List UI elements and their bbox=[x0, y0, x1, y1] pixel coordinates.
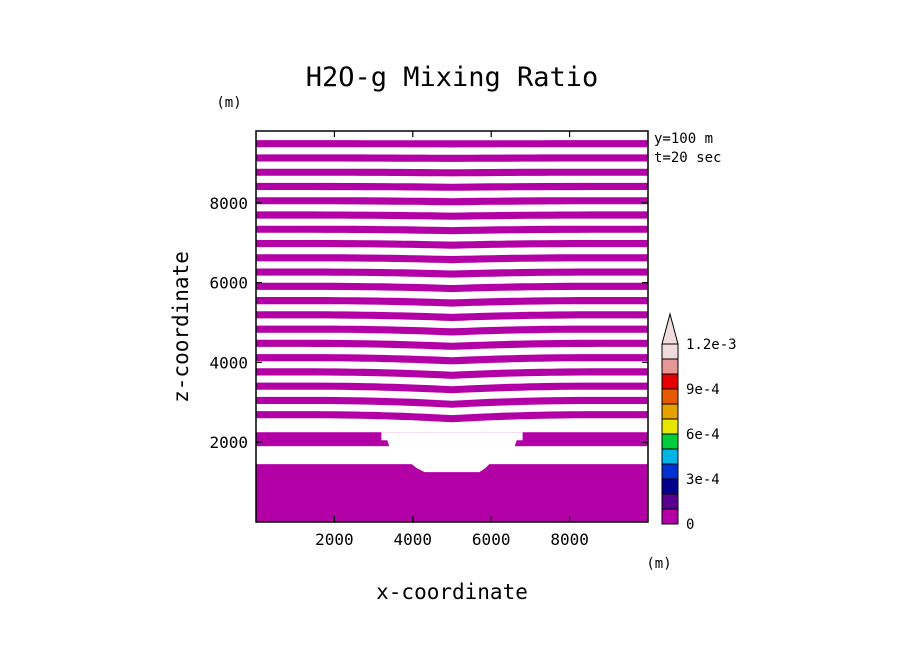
x-tick-label: 2000 bbox=[315, 530, 354, 549]
contour-band bbox=[256, 396, 648, 408]
plume-cutout bbox=[381, 432, 523, 473]
contour-band bbox=[256, 368, 648, 379]
plot-area bbox=[256, 140, 648, 522]
colorbar-swatch bbox=[661, 463, 679, 480]
axis-ticks: 2000 4000 6000 8000 2000 4000 6000 8000 bbox=[209, 131, 648, 549]
contour-band bbox=[256, 168, 648, 177]
colorbar-label: 0 bbox=[686, 517, 694, 533]
colorbar-label: 6e-4 bbox=[686, 427, 720, 443]
y-unit-label: (m) bbox=[216, 95, 241, 111]
colorbar: 0 3e-4 6e-4 9e-4 1.2e-3 bbox=[661, 312, 737, 533]
contour-band bbox=[256, 411, 648, 423]
colorbar-swatch bbox=[661, 433, 679, 450]
x-tick-label: 6000 bbox=[472, 530, 511, 549]
contour-band bbox=[256, 325, 648, 336]
y-tick-label: 6000 bbox=[209, 274, 248, 293]
colorbar-swatch bbox=[661, 478, 679, 495]
colorbar-overflow-arrow bbox=[661, 312, 679, 345]
colorbar-swatch bbox=[661, 373, 679, 390]
contour-band bbox=[256, 339, 648, 350]
contour-band bbox=[256, 311, 648, 321]
y-tick-label: 8000 bbox=[209, 194, 248, 213]
annotation-t: t=20 sec bbox=[654, 150, 721, 166]
colorbar-label: 3e-4 bbox=[686, 472, 720, 488]
contour-band bbox=[256, 182, 648, 191]
annotation-y: y=100 m bbox=[654, 131, 713, 147]
contour-band bbox=[256, 382, 648, 394]
colorbar-swatch bbox=[661, 493, 679, 510]
contour-band bbox=[256, 211, 648, 220]
contour-band bbox=[256, 282, 648, 293]
x-tick-label: 8000 bbox=[550, 530, 589, 549]
y-tick-label: 4000 bbox=[209, 353, 248, 372]
x-axis-label: x-coordinate bbox=[376, 580, 528, 604]
contour-band bbox=[256, 268, 648, 278]
colorbar-swatch bbox=[661, 448, 679, 465]
y-tick-label: 2000 bbox=[209, 433, 248, 452]
contour-band bbox=[256, 154, 648, 162]
colorbar-swatch bbox=[661, 343, 679, 360]
colorbar-label: 1.2e-3 bbox=[686, 337, 737, 353]
x-tick-label: 4000 bbox=[394, 530, 433, 549]
colorbar-label: 9e-4 bbox=[686, 382, 720, 398]
colorbar-swatch bbox=[661, 508, 679, 525]
plot-frame bbox=[255, 130, 649, 523]
chart-title: H2O-g Mixing Ratio bbox=[306, 62, 599, 93]
contour-band bbox=[256, 354, 648, 365]
x-unit-label: (m) bbox=[646, 556, 671, 572]
contour-band bbox=[256, 254, 648, 264]
colorbar-swatch bbox=[661, 418, 679, 435]
y-axis-label: z-coordinate bbox=[169, 251, 193, 403]
contour-band bbox=[256, 297, 648, 307]
contour-band bbox=[256, 240, 648, 249]
contour-band bbox=[256, 197, 648, 206]
colorbar-swatch bbox=[661, 358, 679, 375]
contour-band bbox=[256, 225, 648, 235]
colorbar-swatch bbox=[661, 403, 679, 420]
contour-band bbox=[256, 140, 648, 148]
colorbar-swatch bbox=[661, 388, 679, 405]
